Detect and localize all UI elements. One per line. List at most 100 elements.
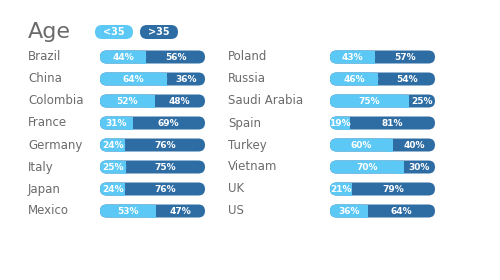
Bar [372, 73, 378, 85]
Text: 76%: 76% [154, 185, 176, 193]
Text: Russia: Russia [228, 73, 266, 85]
FancyBboxPatch shape [330, 116, 435, 129]
Text: 44%: 44% [112, 53, 134, 62]
Bar [149, 204, 156, 218]
Text: 24%: 24% [102, 185, 124, 193]
Text: 64%: 64% [123, 74, 144, 83]
Text: 75%: 75% [155, 162, 176, 171]
FancyBboxPatch shape [100, 116, 205, 129]
Bar [120, 160, 126, 174]
Text: Age: Age [28, 22, 71, 42]
FancyBboxPatch shape [100, 50, 205, 64]
FancyBboxPatch shape [100, 204, 156, 218]
Text: Vietnam: Vietnam [228, 160, 278, 174]
Text: UK: UK [228, 183, 244, 195]
FancyBboxPatch shape [100, 95, 205, 108]
Text: Mexico: Mexico [28, 204, 69, 218]
Text: 79%: 79% [382, 185, 404, 193]
Text: 53%: 53% [117, 207, 138, 216]
Text: 30%: 30% [408, 162, 430, 171]
Text: France: France [28, 116, 67, 129]
Bar [397, 160, 404, 174]
FancyBboxPatch shape [330, 73, 378, 85]
Bar [362, 204, 368, 218]
Text: 54%: 54% [396, 74, 417, 83]
Text: Spain: Spain [228, 116, 261, 129]
FancyBboxPatch shape [330, 160, 404, 174]
FancyBboxPatch shape [100, 160, 205, 174]
Bar [148, 95, 154, 108]
Text: 70%: 70% [356, 162, 378, 171]
FancyBboxPatch shape [330, 50, 375, 64]
Text: 64%: 64% [390, 207, 412, 216]
FancyBboxPatch shape [100, 139, 125, 151]
FancyBboxPatch shape [330, 139, 435, 151]
Text: 76%: 76% [154, 141, 176, 150]
Text: 47%: 47% [170, 207, 191, 216]
FancyBboxPatch shape [330, 116, 350, 129]
Text: 40%: 40% [403, 141, 425, 150]
FancyBboxPatch shape [330, 50, 435, 64]
Text: 57%: 57% [394, 53, 416, 62]
Text: 43%: 43% [342, 53, 363, 62]
Text: 36%: 36% [338, 207, 359, 216]
Text: 81%: 81% [382, 118, 403, 127]
FancyBboxPatch shape [100, 183, 125, 195]
FancyBboxPatch shape [95, 25, 133, 39]
FancyBboxPatch shape [330, 139, 393, 151]
FancyBboxPatch shape [330, 160, 435, 174]
Text: 21%: 21% [330, 185, 352, 193]
Bar [386, 139, 393, 151]
FancyBboxPatch shape [100, 204, 205, 218]
FancyBboxPatch shape [330, 183, 435, 195]
Text: 69%: 69% [158, 118, 180, 127]
Text: 25%: 25% [102, 162, 124, 171]
Text: Colombia: Colombia [28, 95, 84, 108]
Text: 60%: 60% [351, 141, 372, 150]
Bar [344, 116, 350, 129]
FancyBboxPatch shape [330, 95, 409, 108]
Text: 24%: 24% [102, 141, 124, 150]
FancyBboxPatch shape [330, 204, 435, 218]
Text: US: US [228, 204, 244, 218]
Text: 52%: 52% [116, 97, 138, 106]
Bar [118, 139, 125, 151]
FancyBboxPatch shape [100, 183, 205, 195]
Text: 36%: 36% [176, 74, 197, 83]
FancyBboxPatch shape [330, 95, 435, 108]
Text: 19%: 19% [329, 118, 351, 127]
Bar [346, 183, 352, 195]
FancyBboxPatch shape [100, 73, 205, 85]
Bar [126, 116, 132, 129]
Text: Turkey: Turkey [228, 139, 267, 151]
Text: 48%: 48% [169, 97, 190, 106]
Text: <35: <35 [103, 27, 125, 37]
FancyBboxPatch shape [100, 116, 132, 129]
Bar [140, 50, 146, 64]
Text: 25%: 25% [411, 97, 432, 106]
FancyBboxPatch shape [100, 160, 126, 174]
FancyBboxPatch shape [330, 204, 368, 218]
FancyBboxPatch shape [330, 73, 435, 85]
FancyBboxPatch shape [100, 139, 205, 151]
Text: 75%: 75% [358, 97, 380, 106]
Text: Germany: Germany [28, 139, 82, 151]
Bar [368, 50, 375, 64]
FancyBboxPatch shape [100, 73, 167, 85]
FancyBboxPatch shape [100, 50, 146, 64]
Text: Brazil: Brazil [28, 50, 62, 64]
Text: Italy: Italy [28, 160, 54, 174]
FancyBboxPatch shape [140, 25, 178, 39]
Bar [160, 73, 167, 85]
Bar [118, 183, 125, 195]
Text: 56%: 56% [165, 53, 186, 62]
FancyBboxPatch shape [330, 183, 352, 195]
Text: Saudi Arabia: Saudi Arabia [228, 95, 303, 108]
Text: Japan: Japan [28, 183, 61, 195]
FancyBboxPatch shape [100, 95, 154, 108]
Bar [402, 95, 409, 108]
Text: China: China [28, 73, 62, 85]
Text: 46%: 46% [344, 74, 365, 83]
Text: Poland: Poland [228, 50, 268, 64]
Text: >35: >35 [148, 27, 170, 37]
